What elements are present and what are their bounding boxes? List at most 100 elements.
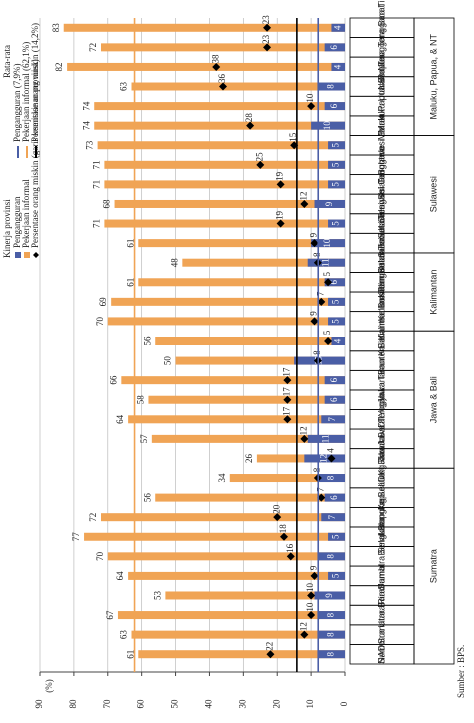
- data-label: 61: [125, 650, 135, 659]
- x-tick-label: Gorontalo: [376, 145, 386, 185]
- diamond-marker: [280, 532, 288, 541]
- bar: [111, 297, 345, 306]
- bar: [138, 278, 345, 287]
- data-label: 5: [331, 182, 341, 187]
- x-tick-label: Bangka Belitung: [376, 465, 386, 531]
- data-label: 8: [326, 84, 336, 89]
- data-label: 26: [244, 453, 254, 463]
- data-label: 4: [326, 448, 336, 453]
- data-label: 20: [271, 504, 281, 514]
- bar: [328, 532, 345, 541]
- x-tick-label: Sulawesi Tengah: [376, 190, 386, 258]
- diamond-marker: [317, 493, 326, 502]
- y-tick-label: 50: [170, 699, 180, 709]
- bar: [321, 415, 345, 424]
- data-label: 5: [331, 319, 341, 324]
- y-axis-label: (%): [44, 679, 54, 693]
- data-label: 6: [329, 103, 339, 108]
- data-label: 9: [309, 232, 319, 237]
- diamond-marker: [276, 180, 285, 189]
- data-label: 19: [275, 171, 285, 181]
- diamond-marker: [283, 376, 292, 385]
- data-label: 16: [285, 543, 295, 553]
- legend-title: Kinerja provinsi: [2, 199, 12, 258]
- bar: [311, 239, 346, 248]
- bar: [328, 571, 345, 580]
- bar: [121, 376, 346, 385]
- x-tick-label: DKI Jakarta: [376, 435, 386, 482]
- bar: [317, 650, 345, 659]
- legend-title: Rata-rata: [2, 45, 12, 78]
- bar: [314, 199, 345, 208]
- x-tick-label: Riau: [376, 586, 386, 605]
- data-label: 56: [142, 493, 152, 503]
- x-tick-label: Kalimantan Barat: [376, 286, 386, 356]
- x-tick-label: Sulawesi Tenggara: [376, 146, 386, 222]
- y-tick-label: 60: [136, 699, 146, 709]
- bar: [67, 62, 345, 71]
- bar: [94, 102, 345, 111]
- x-tick-label: Lampung: [376, 498, 386, 536]
- legend-label: Pengangguran: [12, 196, 22, 248]
- bar: [317, 474, 345, 483]
- data-label: 5: [331, 142, 341, 147]
- data-label: 66: [108, 375, 118, 385]
- data-label: 71: [91, 219, 101, 228]
- bar: [94, 121, 345, 130]
- x-tick-label: Bengkulu: [376, 518, 386, 556]
- bar: [138, 650, 345, 659]
- bar: [101, 43, 345, 52]
- bar: [148, 395, 345, 404]
- bar: [104, 219, 345, 228]
- legend-label: Pekerjaan informal (62,1%): [21, 42, 31, 142]
- data-label: 53: [152, 590, 162, 600]
- data-label: 25: [254, 152, 264, 162]
- group-label: Maluku, Papua, & NT: [428, 33, 438, 119]
- bar: [314, 591, 345, 600]
- y-tick-label: 0: [339, 701, 349, 706]
- legend-swatch: [15, 252, 21, 258]
- data-label: 6: [329, 377, 339, 382]
- x-tick-label: Bali: [376, 333, 386, 348]
- data-label: 5: [331, 573, 341, 578]
- data-label: 61: [125, 278, 135, 287]
- bar: [182, 258, 345, 267]
- data-label: 4: [332, 338, 342, 343]
- diamond-marker: [263, 23, 272, 32]
- bar: [311, 121, 346, 130]
- data-label: 6: [329, 397, 339, 402]
- data-label: 10: [305, 582, 315, 592]
- data-label: 10: [305, 602, 315, 612]
- data-label: 7: [327, 417, 337, 422]
- data-label: 50: [163, 356, 173, 366]
- diamond-marker: [324, 337, 333, 345]
- data-label: 23: [261, 34, 271, 44]
- data-label: 57: [139, 434, 149, 444]
- data-label: 71: [91, 180, 101, 189]
- bar: [328, 317, 345, 326]
- x-tick-label: Jawa Timur: [376, 357, 386, 403]
- data-label: 17: [281, 367, 291, 377]
- data-label: 74: [81, 121, 91, 131]
- group-box: [413, 17, 455, 136]
- diamond-marker: [307, 102, 316, 111]
- x-tick-label: Papua Barat: [376, 61, 386, 112]
- data-label: 8: [326, 632, 336, 637]
- bar: [304, 454, 346, 463]
- data-label: 5: [322, 330, 332, 335]
- diamond-marker: [307, 591, 316, 600]
- data-label: 8: [312, 252, 322, 257]
- x-tick-label: Maluku: [376, 111, 386, 140]
- x-tick-label: NAD: [376, 644, 386, 664]
- bar: [101, 513, 345, 522]
- data-label: 10: [322, 238, 332, 248]
- y-tick-label: 70: [102, 699, 112, 709]
- diamond-marker: [266, 650, 275, 659]
- data-label: 11: [320, 435, 330, 444]
- data-label: 63: [119, 82, 129, 92]
- data-label: 8: [326, 475, 336, 480]
- diamond-marker: [300, 630, 309, 639]
- data-label: 74: [81, 101, 91, 111]
- data-label: 28: [244, 113, 254, 123]
- x-tick-label: Nusa Tenggara Barat: [376, 4, 386, 89]
